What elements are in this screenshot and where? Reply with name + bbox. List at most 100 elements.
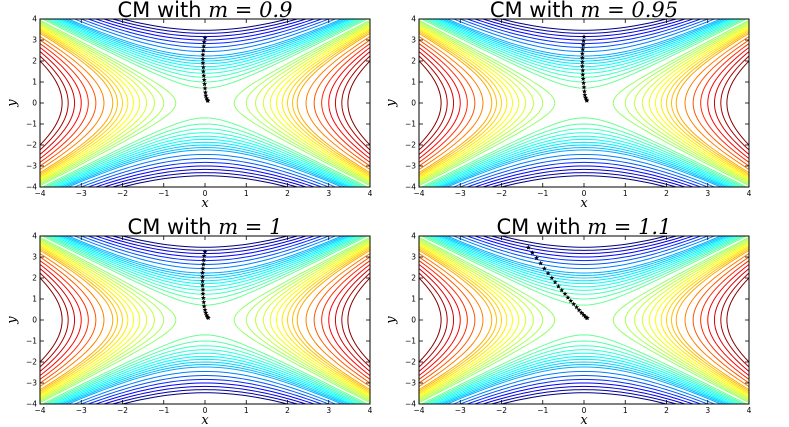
y-tick-label: −3: [405, 379, 416, 388]
contour-line: [66, 236, 344, 274]
y-tick-label: −4: [26, 400, 37, 409]
trajectory-point: [200, 68, 206, 74]
contour-line: [720, 272, 749, 368]
contour-line: [434, 19, 734, 68]
contour-line: [481, 236, 687, 255]
contour-line: [434, 138, 734, 187]
trajectory-point: [201, 39, 207, 45]
x-axis-label: x: [201, 196, 209, 211]
contour-line: [428, 349, 740, 404]
trajectory-markers: [579, 34, 590, 103]
trajectory-point: [202, 249, 208, 254]
contour-line: [281, 245, 370, 395]
trajectory-point: [200, 60, 206, 66]
trajectory-point: [200, 278, 205, 284]
x-tick-label: −2: [117, 406, 128, 415]
contour-line: [52, 352, 358, 404]
y-axis-label: y: [5, 316, 20, 325]
contour-line: [473, 165, 695, 187]
trajectory-point: [200, 286, 206, 292]
contour-line: [445, 366, 723, 404]
contour-line: [419, 277, 442, 363]
contour-line: [720, 55, 749, 151]
contour-line: [726, 60, 749, 146]
contour-line: [49, 349, 361, 404]
contour-line: [40, 242, 141, 398]
y-tick-label: 2: [411, 274, 416, 283]
contour-line: [428, 19, 740, 74]
trajectory-point: [203, 93, 209, 98]
y-tick-label: −4: [26, 183, 37, 192]
x-tick-label: −1: [537, 406, 548, 415]
contour-line: [419, 32, 493, 174]
contour-line: [481, 168, 687, 187]
contour-lines: [419, 19, 749, 187]
contour-line: [684, 253, 749, 387]
contour-line: [40, 259, 89, 381]
contour-line: [465, 161, 703, 187]
contour-line: [94, 165, 316, 187]
y-axis-label: y: [384, 316, 399, 325]
contour-line: [52, 135, 358, 187]
trajectory-point: [559, 287, 565, 293]
y-tick-label: −1: [405, 337, 416, 346]
x-tick-label: −4: [413, 189, 424, 198]
contour-line: [40, 245, 129, 395]
panel-title: CM with m = 1.1: [497, 215, 672, 239]
y-tick-label: 4: [32, 232, 37, 241]
x-axis-label: x: [580, 413, 588, 427]
contour-line: [57, 358, 353, 404]
contour-line: [40, 46, 82, 160]
contour-line: [44, 19, 366, 83]
contour-line: [707, 263, 749, 377]
y-tick-label: −1: [26, 120, 37, 129]
y-tick-label: −4: [405, 400, 416, 409]
contour-line: [40, 267, 76, 373]
contour-line: [442, 364, 726, 404]
contour-line: [442, 147, 726, 187]
contour-line: [675, 249, 749, 391]
contour-line: [40, 36, 105, 170]
trajectory-point: [202, 85, 208, 91]
contour-line: [63, 364, 347, 404]
trajectory-point: [200, 274, 205, 280]
x-tick-label: 2: [285, 406, 290, 415]
contour-line: [670, 31, 749, 175]
contour-line: [46, 236, 364, 295]
contour-line: [419, 263, 461, 377]
contour-line: [79, 375, 331, 404]
contour-line: [291, 31, 370, 175]
trajectory-point: [579, 59, 585, 65]
trajectory-point: [200, 47, 206, 53]
contour-line: [286, 29, 370, 177]
y-tick-label: −2: [405, 141, 416, 150]
contour-line: [341, 272, 370, 368]
y-tick-label: −3: [405, 162, 416, 171]
contour-line: [419, 36, 484, 170]
trajectory-point: [201, 303, 207, 309]
contour-line: [442, 236, 726, 276]
contour-line: [120, 236, 290, 248]
contour-line: [423, 236, 745, 300]
contour-line: [499, 175, 669, 187]
contour-line: [94, 382, 316, 404]
contour-line: [57, 19, 353, 65]
contour-line: [465, 236, 703, 262]
contour-line: [40, 239, 155, 401]
contour-line: [431, 352, 737, 404]
contour-line: [44, 236, 366, 300]
contour-line: [458, 158, 710, 187]
trajectory-point: [200, 56, 206, 61]
contour-line: [419, 243, 514, 397]
axis-ticks: −4 −3 −2 −1 0 1 2 3 4 −4 −3 −2 −1 0 1 2 3 4: [405, 232, 752, 415]
trajectory-point: [541, 265, 547, 271]
x-tick-label: −4: [34, 406, 45, 415]
x-tick-label: −1: [158, 189, 169, 198]
contour-line: [420, 117, 748, 187]
contour-line: [434, 236, 734, 285]
contour-line: [634, 239, 749, 401]
title-text: CM with: [118, 0, 209, 22]
trajectory-point: [581, 80, 587, 86]
contour-line: [305, 36, 370, 170]
